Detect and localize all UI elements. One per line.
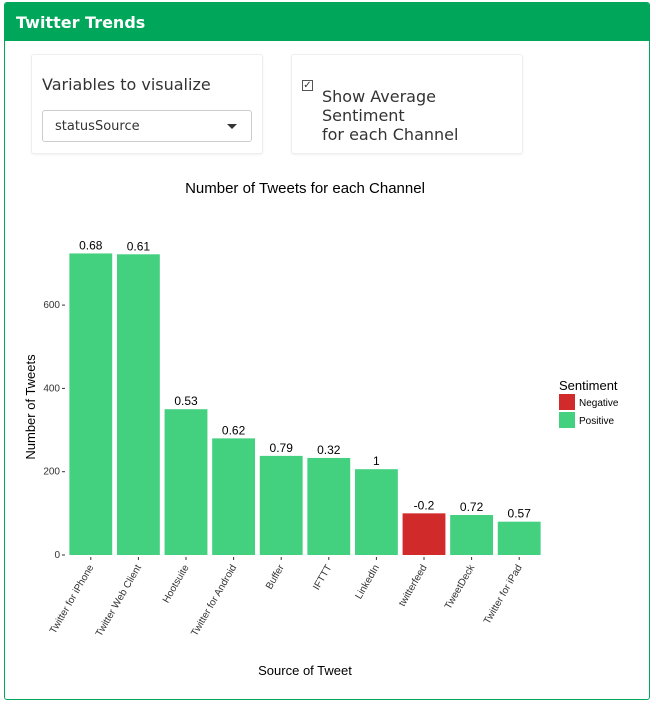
sentiment-checkbox-label-line1: Show Average Sentiment: [322, 87, 436, 125]
bar: [69, 253, 113, 556]
bar: [402, 513, 446, 555]
bar-sentiment-label: 0.79: [270, 441, 294, 455]
bar-sentiment-label: 0.53: [174, 394, 198, 408]
bar-sentiment-label: 0.57: [508, 507, 532, 521]
sentiment-checkbox-label[interactable]: Show Average Sentiment for each Channel: [322, 87, 522, 144]
bar: [307, 457, 351, 555]
bar: [497, 521, 541, 555]
x-tick-label: twitterfeed: [397, 563, 430, 608]
x-tick-label: LinkedIn: [354, 563, 382, 601]
bars: 0.68 0.61 0.53 0.62 0.79 0.32 1 -0.2 0.72 0.57: [69, 238, 541, 556]
bar-sentiment-label: 1: [373, 454, 380, 468]
chevron-down-icon: [227, 124, 237, 129]
variable-select[interactable]: statusSource: [42, 110, 252, 142]
legend: Sentiment Negative Positive: [559, 378, 619, 428]
x-tick-label: Twitter for iPad: [482, 563, 525, 626]
bar: [164, 409, 208, 555]
box-title: Twitter Trends: [16, 13, 146, 32]
x-axis-label: Source of Tweet: [258, 663, 352, 678]
bar: [212, 438, 256, 555]
bar-sentiment-label: -0.2: [414, 498, 435, 512]
y-axis-label: Number of Tweets: [23, 354, 38, 460]
x-tick-label: TweetDeck: [443, 562, 478, 611]
x-tick-label: Hootsuite: [161, 563, 192, 605]
x-tick-label: Twitter for Android: [189, 563, 239, 638]
bar-sentiment-label: 0.61: [127, 239, 151, 253]
x-tick-label: Twitter for iPhone: [48, 563, 97, 636]
sentiment-checkbox-label-line2: for each Channel: [322, 125, 459, 144]
x-tick-label: Twitter Web Client: [94, 563, 144, 639]
chart-title: Number of Tweets for each Channel: [185, 180, 425, 197]
y-axis: 0 200 400 600: [43, 300, 65, 561]
legend-swatch: [559, 394, 575, 410]
bar: [450, 515, 494, 555]
variable-select-panel: Variables to visualize statusSource: [31, 54, 263, 154]
variable-select-label: Variables to visualize: [42, 75, 211, 94]
variable-select-value: statusSource: [55, 119, 140, 134]
bar: [354, 469, 398, 555]
bar-sentiment-label: 0.68: [79, 238, 103, 252]
box-header: Twitter Trends: [5, 3, 649, 41]
legend-entry-label: Positive: [579, 416, 614, 427]
x-tick-label: IFTTT: [311, 563, 334, 592]
sentiment-checkbox-panel: ✓ Show Average Sentiment for each Channel: [291, 54, 523, 154]
legend-swatch: [559, 412, 575, 428]
legend-title: Sentiment: [559, 378, 618, 393]
y-tick-label: 600: [43, 300, 60, 311]
bar-sentiment-label: 0.32: [317, 443, 341, 457]
y-tick-label: 200: [43, 467, 60, 478]
sentiment-checkbox[interactable]: ✓: [302, 80, 313, 91]
bar: [116, 254, 160, 556]
tweets-bar-chart: Number of Tweets for each Channel Number…: [23, 180, 619, 678]
legend-entry-label: Negative: [579, 398, 619, 409]
bar-sentiment-label: 0.62: [222, 423, 246, 437]
x-tick-label: Buffer: [264, 562, 287, 591]
bar: [259, 455, 303, 555]
y-tick-label: 400: [43, 383, 60, 394]
bar-sentiment-label: 0.72: [460, 500, 484, 514]
twitter-trends-box: Twitter Trends Variables to visualize st…: [4, 2, 650, 700]
y-tick-label: 0: [54, 550, 60, 561]
